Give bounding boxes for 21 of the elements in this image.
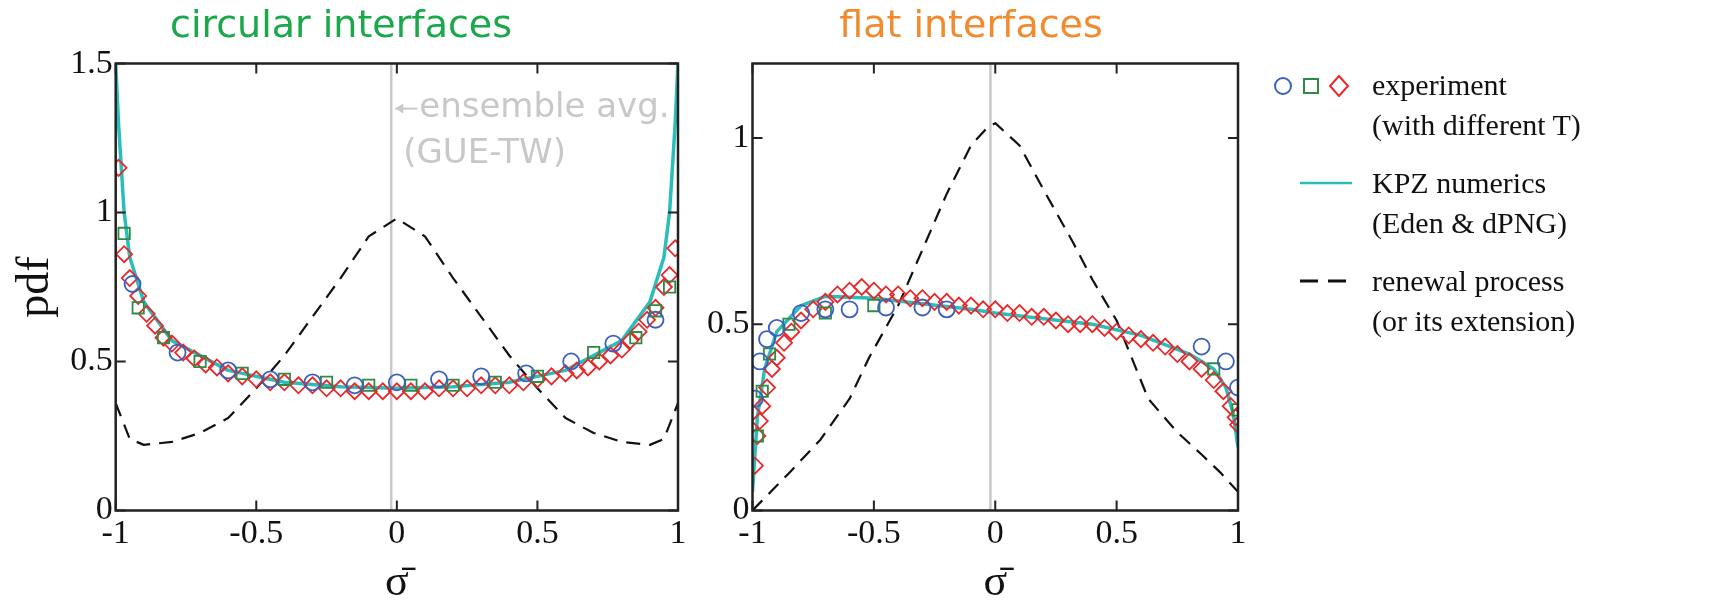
y-tick-label: 0.5 [707,303,750,341]
x-tick-label: 1 [1229,512,1247,550]
y-axis-title: pdf [6,255,58,318]
x-tick-label: 0 [986,512,1004,550]
chart-title: circular interfaces [169,1,513,46]
chart-title: flat interfaces [839,1,1103,46]
x-tick-label: -0.5 [229,512,284,550]
x-tick-label: -0.5 [846,512,901,550]
x-tick-label: 0.5 [516,512,559,550]
text: experiment (with different T) [1372,67,1582,143]
x-axis-title: σ̄ [384,556,416,606]
legend-label: renewal process (or its extension) [1372,263,1577,339]
y-tick-label: 0.5 [70,340,113,378]
y-tick-label: 1 [732,116,750,154]
x-tick-label: 1 [669,512,687,550]
x-axis-title: σ̄ [983,556,1015,606]
y-tick-label: 1 [95,191,113,229]
x-tick-label: 0.5 [1095,512,1138,550]
x-tick-label: 0 [388,512,406,550]
y-tick-label: 1.5 [70,42,113,80]
legend-label: KPZ numerics (Eden & dPNG) [1372,165,1568,241]
